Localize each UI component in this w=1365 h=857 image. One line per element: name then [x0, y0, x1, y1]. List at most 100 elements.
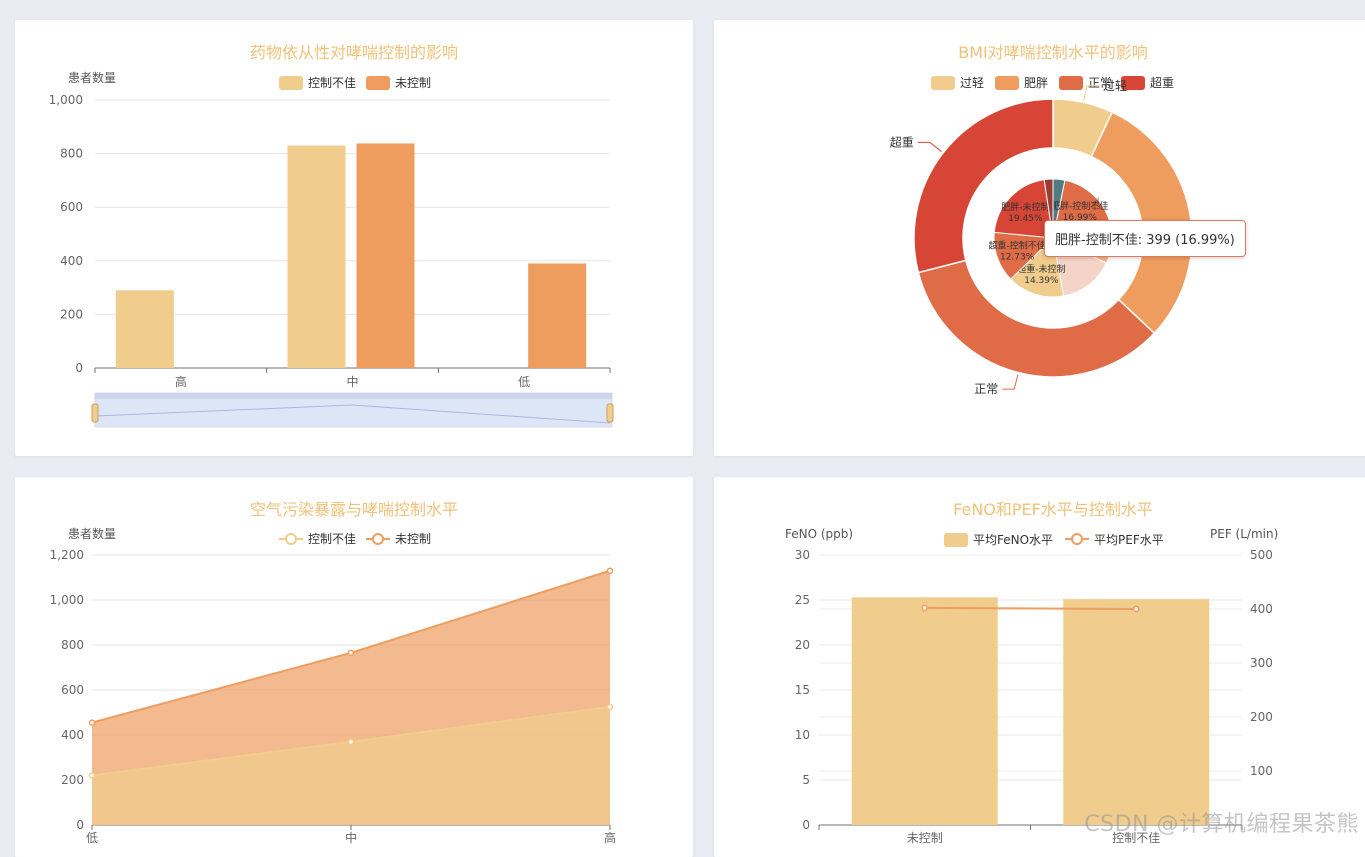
- legend-swatch: [1059, 76, 1083, 90]
- y-tick-label: 200: [61, 773, 84, 787]
- outer-label-line: [917, 141, 942, 152]
- y-tick-label: 600: [61, 683, 84, 697]
- y-tick-label-left: 25: [795, 593, 810, 607]
- y-axis-label: 患者数量: [68, 526, 116, 541]
- legend-label: 控制不佳: [308, 76, 356, 90]
- y-tick-label: 1,000: [49, 93, 83, 107]
- legend-label: 正常: [1088, 76, 1112, 90]
- bar: [287, 145, 346, 368]
- bar: [115, 290, 174, 368]
- watermark: CSDN @计算机编程果茶熊: [1084, 812, 1359, 837]
- inner-label: 超重-控制不佳: [989, 240, 1046, 252]
- chart-title: 空气污染暴露与哮喘控制水平: [250, 500, 458, 519]
- legend-swatch: [944, 533, 968, 547]
- legend-marker: [372, 533, 384, 545]
- y-tick-label-left: 10: [795, 728, 810, 742]
- chart-title: 药物依从性对哮喘控制的影响: [250, 43, 458, 62]
- outer-label: 过轻: [1103, 79, 1127, 93]
- inner-label: 肥胖-控制不佳: [1051, 200, 1108, 212]
- panel-medication-adherence: 药物依从性对哮喘控制的影响 患者数量 0 200 400 600 800 1,000 控制不佳 未…: [15, 20, 693, 456]
- y-tick-label-right: 500: [1250, 548, 1273, 562]
- y-tick-label: 400: [61, 728, 84, 742]
- y-tick-label: 400: [60, 254, 83, 268]
- outer-slice: [913, 98, 1054, 274]
- datazoom-handle-left: [91, 403, 99, 423]
- series-line: [924, 606, 1137, 610]
- data-point: [1133, 605, 1140, 613]
- data-point: [88, 772, 96, 779]
- legend-swatch: [279, 76, 303, 90]
- legend-label: 平均PEF水平: [1094, 533, 1164, 547]
- y-tick-label: 0: [76, 818, 84, 832]
- x-tick-label: 低: [86, 831, 98, 845]
- inner-percent: 12.73%: [1000, 253, 1035, 263]
- pointer-cursor-icon: ☝: [1091, 194, 1101, 213]
- x-tick-label: 中: [346, 374, 358, 389]
- datazoom-shadow: [94, 404, 611, 424]
- legend-swatch: [931, 76, 955, 90]
- inner-label: 肥胖-未控制: [1001, 201, 1049, 213]
- bar: [851, 597, 998, 825]
- outer-slice: [917, 259, 1156, 378]
- x-tick-label: 高: [604, 830, 616, 845]
- data-point: [88, 719, 96, 726]
- data-point: [606, 703, 614, 711]
- legend-label: 未控制: [395, 76, 431, 90]
- outer-label: 超重: [890, 134, 914, 149]
- legend-swatch: [366, 76, 390, 90]
- inner-label: 超重-未控制: [1017, 263, 1065, 275]
- bar: [528, 263, 587, 368]
- y-tick-label: 800: [60, 147, 83, 161]
- chart-tooltip: 肥胖-控制不佳: 399 (16.99%): [1044, 220, 1246, 257]
- panel-feno-pef: FeNO和PEF水平与控制水平 FeNO (ppb) PEF (L/min) 0 5 10…: [714, 477, 1365, 857]
- y-tick-label: 800: [61, 638, 84, 652]
- data-point: [606, 567, 614, 574]
- outer-slice: [1090, 111, 1193, 335]
- y-tick-label-right: 200: [1250, 710, 1273, 724]
- y-tick-label: 600: [60, 200, 83, 214]
- chart-feno-pef: FeNO和PEF水平与控制水平 FeNO (ppb) PEF (L/min) 0 5 10…: [785, 500, 1278, 845]
- legend-marker: [1071, 533, 1083, 545]
- y-axis-label-right: PEF (L/min): [1210, 527, 1278, 541]
- x-tick-label: 中: [345, 830, 357, 845]
- y-tick-label-left: 20: [795, 638, 810, 652]
- data-point: [347, 649, 355, 657]
- y-tick-label-right: 100: [1250, 764, 1273, 778]
- legend-label: 肥胖: [1024, 76, 1048, 90]
- bar: [356, 143, 415, 368]
- datazoom-bar: [95, 393, 612, 399]
- outer-label-line: [1083, 85, 1100, 101]
- y-tick-label-left: 15: [795, 683, 810, 697]
- legend-label: 超重: [1150, 75, 1174, 90]
- y-axis-label-left: FeNO (ppb): [785, 527, 853, 541]
- legend-label: 未控制: [395, 532, 431, 546]
- y-tick-label: 1,000: [50, 593, 84, 607]
- area-fill: [92, 706, 610, 825]
- inner-percent: 19.45%: [1008, 214, 1043, 224]
- x-tick-label: 低: [518, 375, 530, 389]
- legend-label: 控制不佳: [308, 532, 356, 546]
- data-point: [347, 738, 355, 745]
- inner-percent: 16.99%: [1063, 213, 1098, 223]
- legend-swatch: [995, 76, 1019, 90]
- y-tick-label: 1,200: [50, 548, 84, 562]
- panel-bmi: BMI对哮喘控制水平的影响 过轻 肥胖 正常 超重 过轻 超重 正常 肥胖-控制不佳 16.99%…: [714, 20, 1365, 456]
- x-tick-label: 高: [175, 374, 187, 389]
- x-tick-label: 控制不佳: [1112, 831, 1160, 845]
- y-tick-label: 0: [75, 361, 83, 375]
- y-tick-label-left: 5: [802, 773, 810, 787]
- outer-label-line: [1002, 374, 1019, 390]
- legend-label: 平均FeNO水平: [973, 533, 1053, 547]
- data-point: [921, 604, 928, 612]
- y-tick-label-left: 30: [795, 548, 810, 562]
- chart-title: FeNO和PEF水平与控制水平: [953, 500, 1153, 519]
- outer-label: 正常: [974, 382, 998, 396]
- x-tick-label: 未控制: [907, 831, 943, 845]
- y-tick-label-right: 300: [1250, 656, 1273, 670]
- legend-swatch: [1121, 76, 1145, 90]
- y-tick-label: 200: [60, 307, 83, 321]
- y-tick-label-right: 400: [1250, 602, 1273, 616]
